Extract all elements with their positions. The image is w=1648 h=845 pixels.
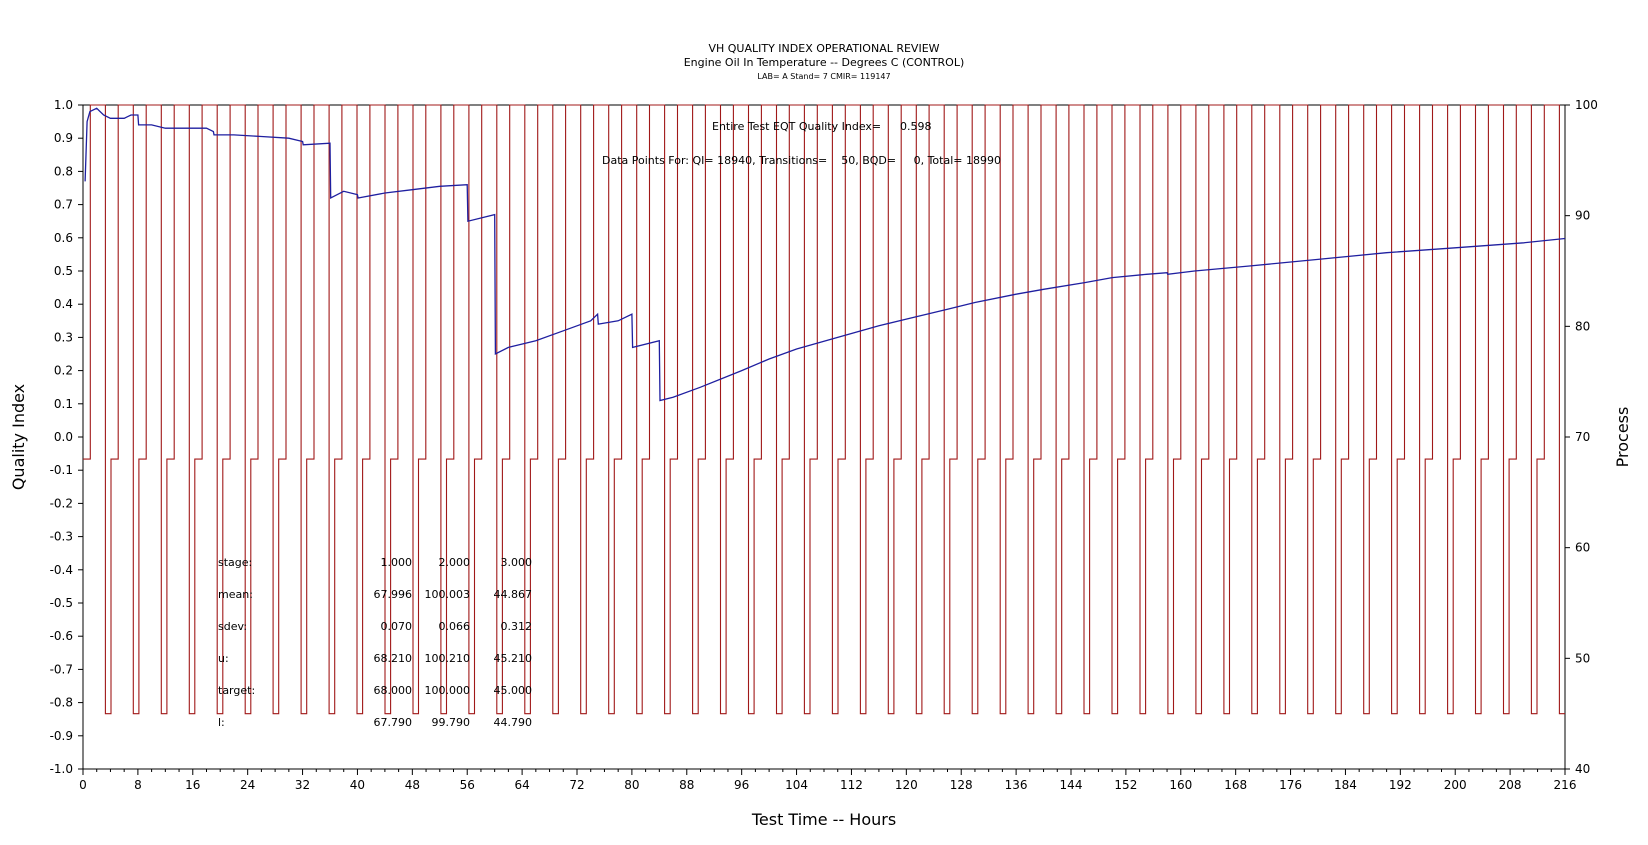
x-tick-label: 120 [895,778,918,792]
stats-cell: 3.000 [501,556,533,569]
stats-cell: 68.210 [374,652,413,665]
chart-subtitle: Engine Oil In Temperature -- Degrees C (… [684,56,965,69]
stats-cell: 99.790 [432,716,471,729]
y-tick-label: 0.0 [54,430,73,444]
x-axis-ticks: 0 8 16 24 32 40 48 56 64 72 80 88 96 104 112 120 128 136 1… [79,769,1576,792]
series-layer [83,104,1566,715]
x-tick-label: 112 [840,778,863,792]
y-tick-label: 0.1 [54,397,73,411]
y-tick-label: 0.4 [54,297,73,311]
x-tick-label: 8 [134,778,142,792]
x-tick-label: 16 [185,778,200,792]
y2-tick-label: 70 [1575,430,1590,444]
stats-cell: 0.312 [501,620,533,633]
eqi-label: Entire Test EQT Quality Index= [712,120,881,133]
x-tick-label: 104 [785,778,808,792]
stats-cell: 100.000 [425,684,471,697]
x-tick-label: 48 [405,778,420,792]
y-tick-label: -0.8 [50,696,73,710]
x-tick-label: 88 [679,778,694,792]
y2-tick-label: 80 [1575,319,1590,333]
x-tick-label: 72 [569,778,584,792]
x-tick-label: 144 [1060,778,1083,792]
y-tick-label: -0.4 [50,563,73,577]
stats-cell: 45.210 [494,652,533,665]
x-tick-label: 216 [1554,778,1577,792]
stats-cell: 67.790 [374,716,413,729]
y-tick-label: 0.3 [54,330,73,344]
stats-cell: 45.000 [494,684,533,697]
y2-tick-label: 100 [1575,98,1598,112]
y2-tick-label: 90 [1575,209,1590,223]
stats-row-label: l: [218,716,225,729]
y-tick-label: -0.2 [50,496,73,510]
y-tick-label: -0.3 [50,530,73,544]
chart-title: VH QUALITY INDEX OPERATIONAL REVIEW [708,42,939,55]
y-axis-label: Quality Index [9,384,28,490]
y-axis-ticks: 1.0 0.9 0.8 0.7 0.6 0.5 0.4 0.3 0.2 0.1 0.0 -0.1 -0.… [50,98,83,776]
y-tick-label: -0.9 [50,729,73,743]
x-tick-label: 168 [1224,778,1247,792]
eqi-value: 0.598 [900,120,932,133]
stats-row-label: sdev: [218,620,247,633]
stats-cell: 2.000 [439,556,471,569]
y-tick-label: -1.0 [50,762,73,776]
x-tick-label: 128 [950,778,973,792]
x-tick-label: 64 [514,778,529,792]
stats-cell: 68.000 [374,684,413,697]
x-tick-label: 56 [460,778,475,792]
chart-subtitle-2: LAB= A Stand= 7 CMIR= 119147 [757,72,890,81]
y-tick-label: 0.2 [54,364,73,378]
stats-table: stage: 1.000 2.000 3.000 mean: 67.996 100.003 4… [218,556,532,729]
y2-tick-label: 50 [1575,651,1590,665]
stats-cell: 0.066 [439,620,471,633]
stats-row-label: target: [218,684,255,697]
x-tick-label: 184 [1334,778,1357,792]
x-tick-label: 160 [1169,778,1192,792]
y-tick-label: 0.8 [54,164,73,178]
stats-cell: 100.210 [425,652,471,665]
x-tick-label: 136 [1005,778,1028,792]
x-tick-label: 24 [240,778,255,792]
x-tick-label: 152 [1114,778,1137,792]
y-tick-label: 1.0 [54,98,73,112]
y-tick-label: -0.7 [50,662,73,676]
stats-row-label: u: [218,652,229,665]
y2-axis-ticks: 100 90 80 70 60 50 40 [1565,98,1598,776]
x-tick-label: 192 [1389,778,1412,792]
x-tick-label: 176 [1279,778,1302,792]
y-tick-label: 0.6 [54,231,73,245]
x-tick-label: 200 [1444,778,1467,792]
x-tick-label: 80 [624,778,639,792]
stats-cell: 44.867 [494,588,533,601]
stats-cell: 67.996 [374,588,413,601]
y-tick-label: 0.9 [54,131,73,145]
y2-axis-label: Process [1613,407,1632,468]
quality-index-series-line [84,107,1566,402]
y2-tick-label: 60 [1575,541,1590,555]
x-tick-label: 0 [79,778,87,792]
y-tick-label: -0.1 [50,463,73,477]
y-tick-label: -0.6 [50,629,73,643]
plot-frame [82,104,1566,770]
data-points-text: Data Points For: QI= 18940, Transitions=… [602,154,1001,167]
stats-cell: 0.070 [381,620,413,633]
x-tick-label: 32 [295,778,310,792]
x-tick-label: 96 [734,778,749,792]
y2-tick-label: 40 [1575,762,1590,776]
process-series-line [83,104,1565,715]
y-tick-label: 0.7 [54,198,73,212]
x-axis-label: Test Time -- Hours [751,810,896,829]
stats-cell: 1.000 [381,556,413,569]
x-tick-label: 40 [350,778,365,792]
y-tick-label: -0.5 [50,596,73,610]
x-tick-label: 208 [1499,778,1522,792]
stats-cell: 44.790 [494,716,533,729]
stats-cell: 100.003 [425,588,471,601]
y-tick-label: 0.5 [54,264,73,278]
stats-row-label: stage: [218,556,252,569]
stats-row-label: mean: [218,588,253,601]
